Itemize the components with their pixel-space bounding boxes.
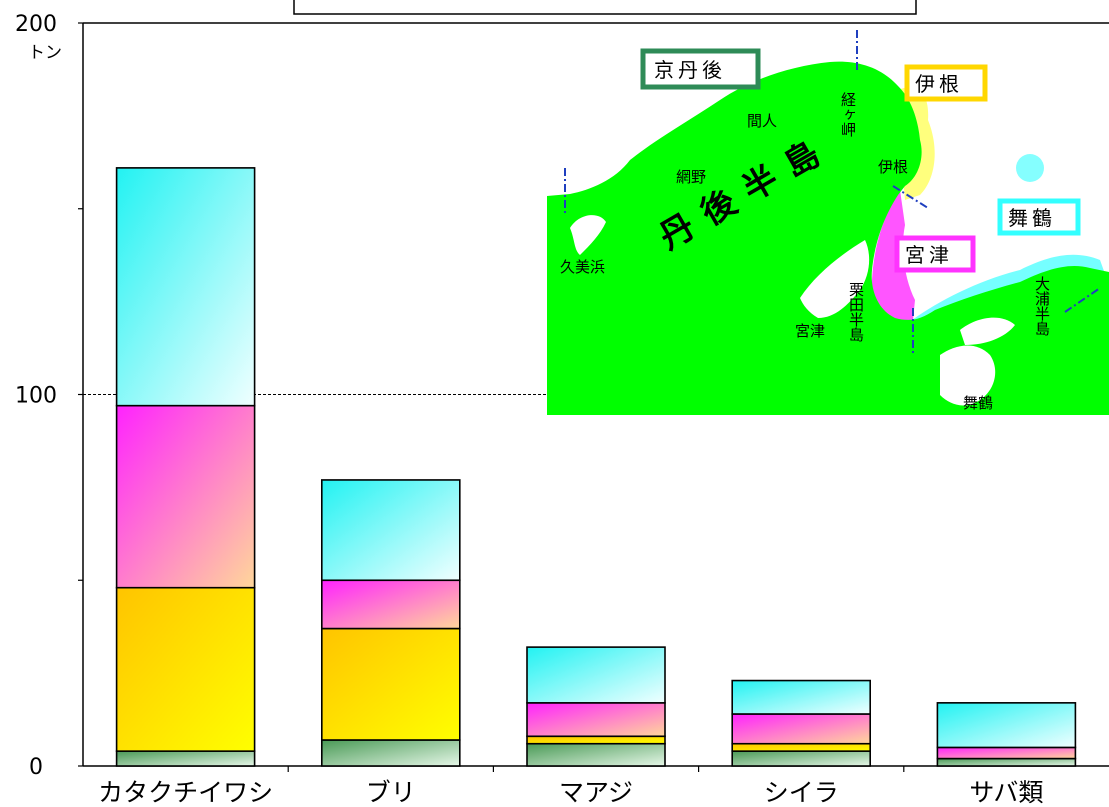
- land-mass: [547, 61, 1109, 416]
- bar-segment: [526, 702, 666, 738]
- region-box-maizuru: [997, 198, 1081, 236]
- miyazu-bay: [800, 240, 870, 318]
- x-category-label: シイラ: [764, 778, 839, 807]
- place-kuda: 栗田半島: [847, 282, 865, 342]
- place-amino: 網野: [676, 168, 706, 186]
- maizuru-island-glow: [1016, 154, 1044, 182]
- title-box: [293, 0, 917, 15]
- region-label-kyotango: 京丹後: [654, 58, 726, 82]
- place-miyazu: 宮津: [795, 322, 825, 340]
- x-category-label: サバ類: [969, 778, 1043, 807]
- bar-segment: [320, 579, 461, 630]
- bar-segment: [526, 735, 666, 745]
- bars: [115, 167, 1077, 767]
- bar-segment: [936, 746, 1077, 760]
- bar-segment: [115, 586, 256, 752]
- region-box-miyazu: [894, 235, 976, 273]
- bar-segment: [115, 404, 256, 589]
- y-tick-label: 100: [15, 384, 57, 409]
- boundary-maizuru: [1064, 287, 1101, 313]
- bar-segment: [936, 757, 1077, 767]
- region-label-ine: 伊根: [915, 72, 963, 96]
- place-kyogamisaki: 経ヶ岬: [839, 92, 857, 137]
- kumihama-bay: [570, 215, 606, 255]
- region-box-kyotango: [640, 48, 761, 90]
- y-unit-label: トン: [28, 43, 62, 63]
- bar-segment: [320, 627, 461, 741]
- bar-segment: [115, 750, 256, 767]
- x-category-label: ブリ: [366, 778, 416, 807]
- map-inset: 京丹後 伊根 宮津 舞鶴 丹後半島 久美浜 網野 間人 伊根 宮津 舞鶴 経ヶ岬…: [547, 30, 1109, 416]
- region-label-maizuru: 舞鶴: [1008, 206, 1056, 230]
- bar-segment: [526, 742, 666, 767]
- category-labels: カタクチイワシ ブリ マアジ シイラ サバ類: [98, 778, 1043, 807]
- place-oura: 大浦半島: [1033, 276, 1051, 336]
- place-ine: 伊根: [878, 158, 908, 176]
- boundary-ine: [892, 185, 929, 209]
- place-taiza: 間人: [747, 112, 777, 130]
- y-tick-label: 200: [15, 12, 57, 37]
- x-category-label: マアジ: [559, 778, 633, 807]
- y-tick-label: 0: [29, 755, 43, 780]
- bar-segment: [731, 742, 872, 752]
- bar-segment: [320, 479, 461, 582]
- bar-segment: [115, 167, 256, 407]
- region-box-ine: [904, 64, 988, 102]
- bar-segment: [731, 713, 872, 745]
- x-category-label: カタクチイワシ: [98, 778, 273, 807]
- bar-segment: [320, 739, 461, 767]
- maizuru-bay: [940, 345, 996, 406]
- bar-segment: [936, 702, 1077, 749]
- maizuru-bay-2: [960, 317, 1015, 345]
- region-label-miyazu: 宮津: [905, 243, 953, 267]
- miyazu-sea-area: [871, 190, 915, 330]
- place-kumihama: 久美浜: [560, 258, 605, 276]
- bar-segment: [731, 679, 872, 715]
- place-maizuru: 舞鶴: [963, 394, 993, 412]
- bar-segment: [526, 646, 666, 704]
- bar-segment: [731, 750, 872, 767]
